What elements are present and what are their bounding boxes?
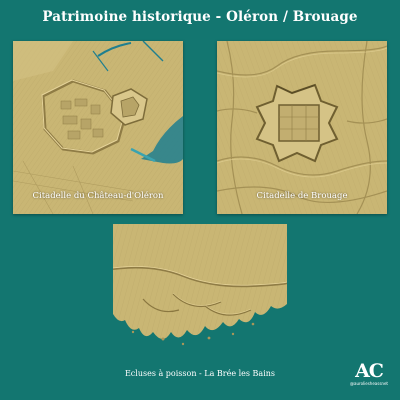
signature-handle: @auroliesheassnet: [350, 381, 388, 386]
brouage-citadel-panel: Citadelle de Brouage: [217, 41, 387, 214]
oleron-citadel-panel: Citadelle du Château-d'Oléron: [13, 41, 183, 214]
page-title: Patrimoine historique - Oléron / Brouage: [42, 9, 358, 25]
fish-weirs-panel: [113, 224, 287, 352]
author-signature: AC @auroliesheassnet: [349, 362, 389, 387]
signature-mark: AC: [355, 360, 384, 382]
oleron-relief-map: [13, 41, 183, 214]
fish-weirs-relief-map: [113, 224, 287, 346]
brouage-citadel-caption: Citadelle de Brouage: [256, 191, 348, 201]
brouage-relief-map: [217, 41, 387, 214]
fish-weirs-caption: Ecluses à poisson - La Brée les Bains: [124, 369, 276, 378]
oleron-citadel-caption: Citadelle du Château-d'Oléron: [32, 191, 164, 201]
